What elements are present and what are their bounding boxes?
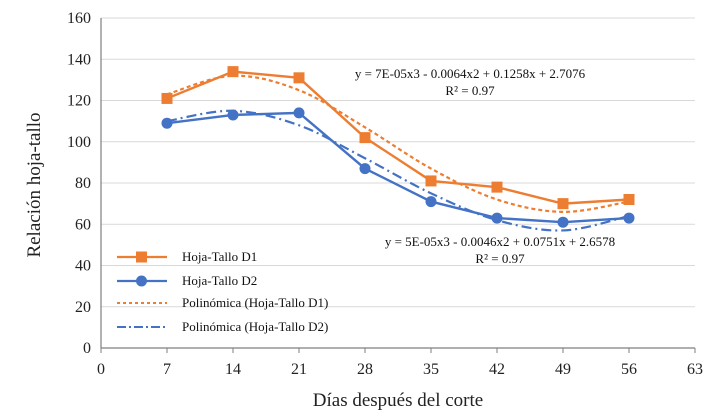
data-point-d2-7 [161, 117, 173, 129]
data-point-d2-21 [293, 107, 305, 119]
legend-item-trend-d1: Polinómica (Hoja-Tallo D1) [117, 295, 328, 310]
y-tick-label-40: 40 [75, 258, 91, 275]
y-tick-label-20: 20 [75, 299, 91, 316]
series-markers [161, 66, 635, 228]
x-tick-label-28: 28 [357, 361, 373, 378]
series-lines [166, 70, 630, 224]
trendline-1 [166, 74, 630, 213]
data-point-d2-56 [623, 212, 635, 224]
trendline-2 [166, 109, 630, 232]
legend-label-d2: Hoja-Tallo D2 [182, 273, 257, 288]
data-point-d1-56 [623, 194, 635, 205]
y-tick-label-0: 0 [83, 340, 91, 357]
equation-d1: y = 7E-05x3 - 0.0064x2 + 0.1258x + 2.707… [355, 66, 586, 81]
legend-marker-d2 [136, 275, 147, 287]
series-line-1 [166, 70, 630, 205]
legend-label-trend-d1: Polinómica (Hoja-Tallo D1) [182, 295, 328, 310]
x-tick-label-0: 0 [97, 361, 105, 378]
data-point-d1-35 [425, 175, 437, 187]
y-tick-label-100: 100 [67, 134, 91, 151]
data-point-d1-49 [557, 198, 569, 210]
legend-item-d2: Hoja-Tallo D2 [117, 273, 257, 288]
data-point-d1-28 [359, 132, 371, 144]
y-tick-label-160: 160 [67, 10, 91, 27]
legend-label-d1: Hoja-Tallo D1 [182, 249, 257, 264]
x-tick-label-14: 14 [225, 361, 241, 378]
equation-d2: y = 5E-05x3 - 0.0046x2 + 0.0751x + 2.657… [385, 234, 615, 249]
legend: Hoja-Tallo D1 Hoja-Tallo D2 Polinómica (… [117, 249, 328, 334]
x-tick-label-7: 7 [163, 361, 171, 378]
y-tick-label-60: 60 [75, 216, 91, 233]
data-point-d2-42 [491, 212, 503, 224]
legend-item-trend-d2: Polinómica (Hoja-Tallo D2) [117, 319, 328, 334]
x-tick-label-49: 49 [555, 361, 571, 378]
data-point-d1-14 [227, 66, 239, 78]
y-tick-label-120: 120 [67, 93, 91, 110]
y-tick-label-80: 80 [75, 175, 91, 192]
legend-item-d1: Hoja-Tallo D1 [117, 249, 257, 264]
data-point-d2-28 [359, 163, 371, 175]
x-tick-label-56: 56 [621, 361, 637, 378]
x-axis-title: Días después del corte [313, 390, 483, 411]
tick-labels: 0 20 40 60 80 100 120 140 160 0 7 14 21 28 35 42 49 56 63 [67, 10, 703, 378]
series-line-2 [166, 111, 630, 224]
y-axis-title: Relación hoja-tallo [24, 112, 45, 257]
data-point-d1-42 [491, 181, 503, 193]
data-point-d2-49 [557, 216, 569, 228]
r2-d2: R² = 0.97 [475, 251, 525, 266]
data-point-d1-7 [161, 92, 173, 104]
legend-marker-d1 [136, 251, 147, 263]
data-point-d1-21 [293, 72, 305, 84]
trendlines [166, 74, 630, 232]
x-tick-label-21: 21 [291, 361, 307, 378]
r2-d1: R² = 0.97 [445, 83, 495, 98]
x-tick-label-35: 35 [423, 361, 439, 378]
axes [100, 18, 696, 353]
grid [101, 17, 695, 308]
x-tick-label-63: 63 [687, 361, 703, 378]
y-tick-label-140: 140 [67, 51, 91, 68]
data-point-d2-14 [227, 109, 239, 121]
legend-label-trend-d2: Polinómica (Hoja-Tallo D2) [182, 319, 328, 334]
data-point-d2-35 [425, 196, 437, 208]
x-tick-label-42: 42 [489, 361, 505, 378]
